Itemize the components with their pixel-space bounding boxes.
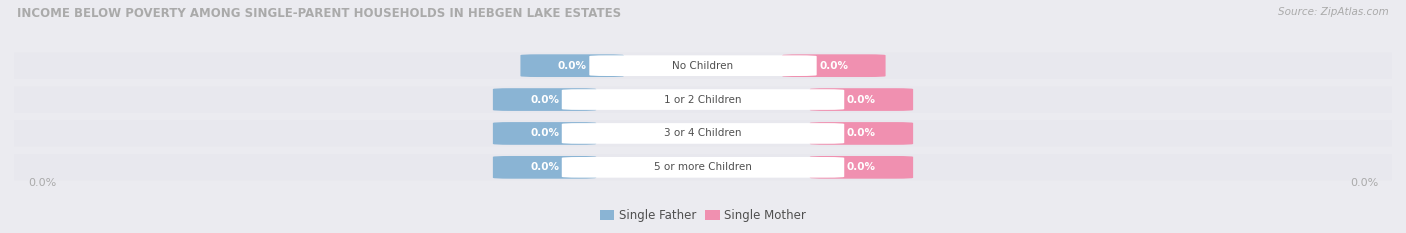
Text: INCOME BELOW POVERTY AMONG SINGLE-PARENT HOUSEHOLDS IN HEBGEN LAKE ESTATES: INCOME BELOW POVERTY AMONG SINGLE-PARENT… <box>17 7 621 20</box>
Text: 3 or 4 Children: 3 or 4 Children <box>664 128 742 138</box>
FancyBboxPatch shape <box>562 89 844 110</box>
FancyBboxPatch shape <box>782 54 886 77</box>
Text: 0.0%: 0.0% <box>530 95 560 105</box>
Text: 0.0%: 0.0% <box>820 61 848 71</box>
FancyBboxPatch shape <box>494 88 596 111</box>
FancyBboxPatch shape <box>520 54 624 77</box>
FancyBboxPatch shape <box>589 55 817 76</box>
Text: Source: ZipAtlas.com: Source: ZipAtlas.com <box>1278 7 1389 17</box>
FancyBboxPatch shape <box>494 122 596 145</box>
Text: 0.0%: 0.0% <box>558 61 586 71</box>
FancyBboxPatch shape <box>7 120 1399 147</box>
Text: 0.0%: 0.0% <box>846 128 876 138</box>
FancyBboxPatch shape <box>7 52 1399 79</box>
FancyBboxPatch shape <box>810 122 912 145</box>
Text: 0.0%: 0.0% <box>846 95 876 105</box>
Text: 0.0%: 0.0% <box>846 162 876 172</box>
Text: 0.0%: 0.0% <box>1350 178 1378 188</box>
FancyBboxPatch shape <box>7 86 1399 113</box>
FancyBboxPatch shape <box>494 156 596 179</box>
Text: 0.0%: 0.0% <box>28 178 56 188</box>
Text: 1 or 2 Children: 1 or 2 Children <box>664 95 742 105</box>
FancyBboxPatch shape <box>7 154 1399 181</box>
Legend: Single Father, Single Mother: Single Father, Single Mother <box>595 205 811 227</box>
Text: 5 or more Children: 5 or more Children <box>654 162 752 172</box>
FancyBboxPatch shape <box>562 123 844 144</box>
FancyBboxPatch shape <box>810 88 912 111</box>
FancyBboxPatch shape <box>562 157 844 178</box>
Text: 0.0%: 0.0% <box>530 162 560 172</box>
FancyBboxPatch shape <box>810 156 912 179</box>
Text: 0.0%: 0.0% <box>530 128 560 138</box>
Text: No Children: No Children <box>672 61 734 71</box>
